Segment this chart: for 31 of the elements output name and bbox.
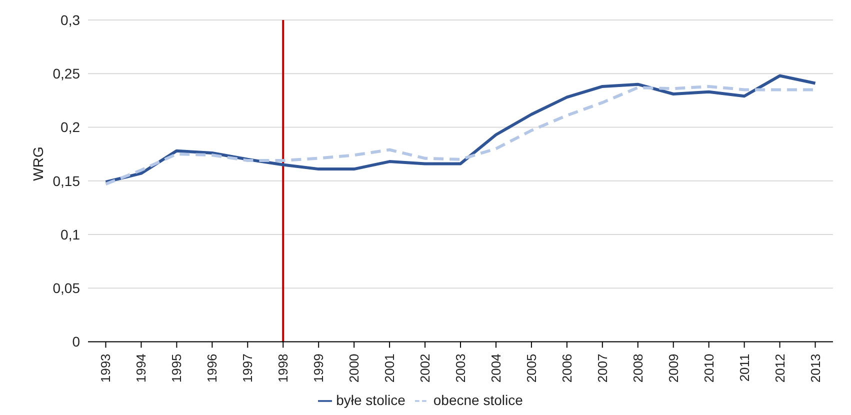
x-tick-label: 1996 <box>204 354 220 383</box>
x-tick-label: 2007 <box>594 354 610 383</box>
x-tick-label: 2004 <box>488 354 504 383</box>
x-tick-label: 2006 <box>559 354 574 383</box>
x-tick-label: 2008 <box>630 354 646 383</box>
x-tick-label: 2005 <box>524 354 539 383</box>
x-tick-label: 1997 <box>240 354 256 383</box>
y-tick-label: 0,1 <box>60 226 80 242</box>
y-tick-label: 0 <box>72 334 80 350</box>
y-tick-label: 0,2 <box>60 119 80 136</box>
x-tick-label: 2010 <box>701 354 716 383</box>
x-tick-label: 2002 <box>418 354 433 383</box>
x-tick-label: 1994 <box>134 354 149 383</box>
y-tick-label: 0,15 <box>52 172 80 189</box>
legend-label: obecne stolice <box>433 392 523 408</box>
x-tick-label: 1998 <box>276 354 291 383</box>
x-tick-label: 1995 <box>169 354 184 383</box>
x-tick-label: 2003 <box>453 354 468 383</box>
y-tick-label: 0,05 <box>52 280 80 296</box>
x-tick-label: 2011 <box>736 354 752 382</box>
x-tick-label: 2000 <box>346 354 362 383</box>
x-tick-label: 2001 <box>382 354 398 383</box>
y-axis-title: WRG <box>30 146 46 181</box>
x-tick-label: 2012 <box>772 354 788 383</box>
legend-label: byłe stolice <box>336 392 406 408</box>
x-tick-label: 1999 <box>311 354 326 383</box>
x-tick-label: 2013 <box>808 354 823 383</box>
y-tick-label: 0,25 <box>52 66 80 82</box>
x-tick-label: 1993 <box>98 354 114 383</box>
y-tick-label: 0,3 <box>60 12 80 28</box>
x-tick-label: 2009 <box>666 354 681 383</box>
